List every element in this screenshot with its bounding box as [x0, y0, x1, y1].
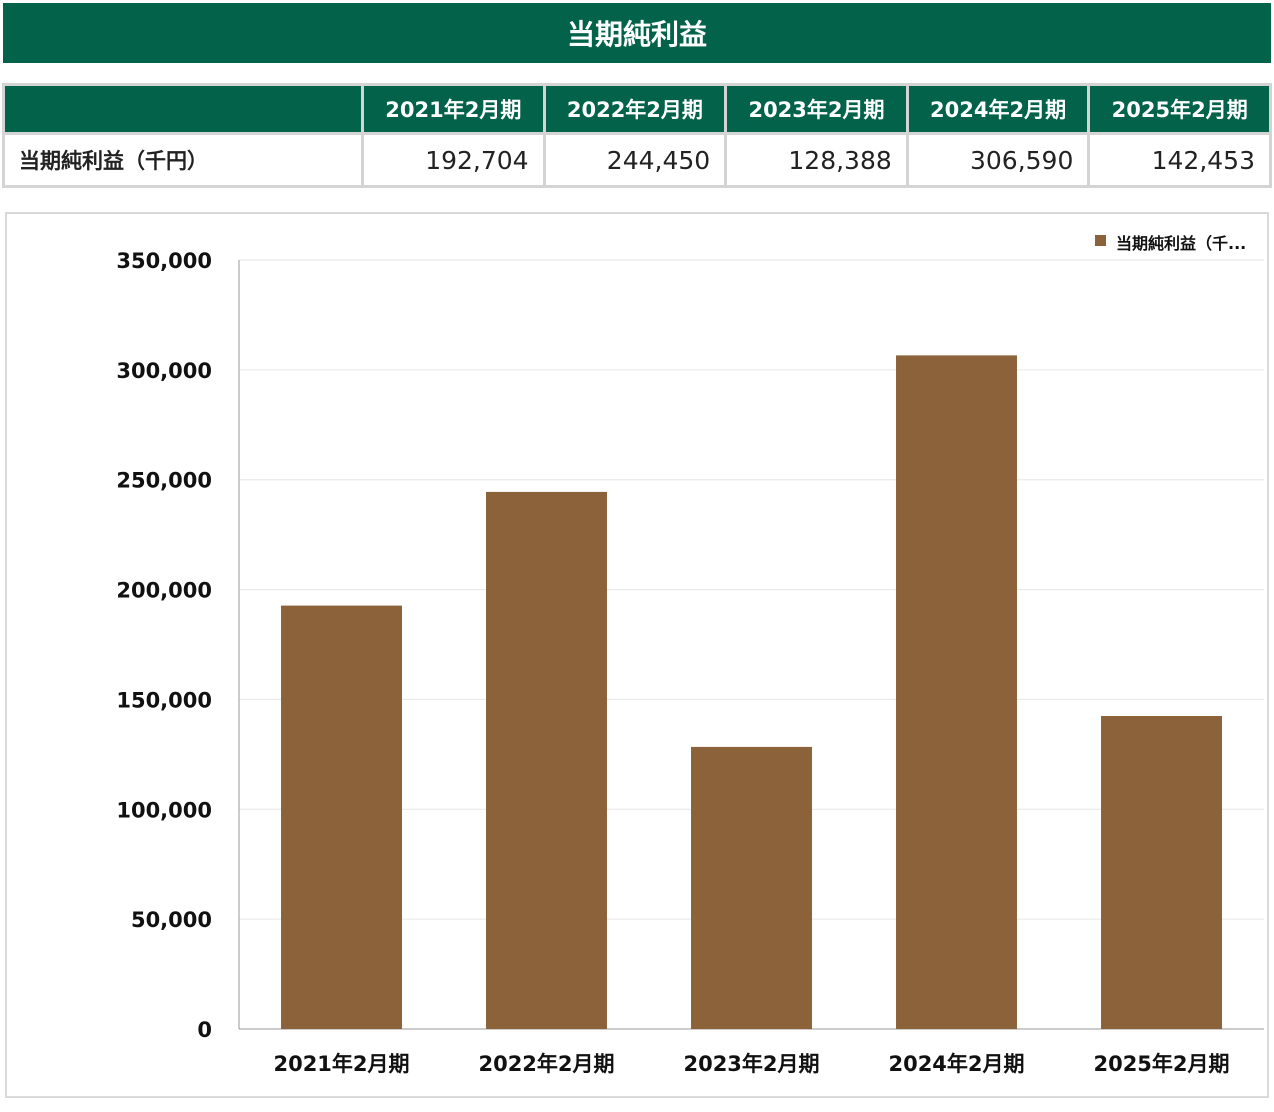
x-tick-label: 2022年2月期 — [478, 1052, 614, 1076]
table-header-blank — [4, 85, 363, 134]
table-row: 当期純利益（千円） 192,704 244,450 128,388 306,59… — [4, 134, 1271, 187]
table-header-2023: 2023年2月期 — [726, 85, 908, 134]
y-tick-label: 150,000 — [116, 688, 212, 712]
data-table: 2021年2月期 2022年2月期 2023年2月期 2024年2月期 2025… — [2, 83, 1272, 188]
table-header-2025: 2025年2月期 — [1089, 85, 1271, 134]
bar — [896, 355, 1017, 1029]
table-header-2022: 2022年2月期 — [544, 85, 726, 134]
bar — [281, 606, 402, 1029]
y-tick-label: 100,000 — [116, 798, 212, 822]
table-cell-2021: 192,704 — [363, 134, 545, 187]
table-header-row: 2021年2月期 2022年2月期 2023年2月期 2024年2月期 2025… — [4, 85, 1271, 134]
y-tick-label: 350,000 — [116, 249, 212, 273]
x-tick-label: 2023年2月期 — [683, 1052, 819, 1076]
table-cell-2025: 142,453 — [1089, 134, 1271, 187]
x-tick-label: 2021年2月期 — [273, 1052, 409, 1076]
y-tick-label: 50,000 — [131, 908, 212, 932]
row-label: 当期純利益（千円） — [4, 134, 363, 187]
y-tick-label: 0 — [197, 1018, 212, 1042]
bar-chart: 0 50,000 100,000 150,000 200,000 250,000 300,0… — [7, 214, 1267, 1096]
y-tick-label: 200,000 — [116, 579, 212, 603]
bar — [691, 747, 812, 1029]
y-tick-label: 250,000 — [116, 469, 212, 493]
chart-container: 0 50,000 100,000 150,000 200,000 250,000 300,0… — [5, 212, 1269, 1098]
x-tick-label: 2025年2月期 — [1093, 1052, 1229, 1076]
x-tick-label: 2024年2月期 — [888, 1052, 1024, 1076]
table-header-2024: 2024年2月期 — [907, 85, 1089, 134]
page-title: 当期純利益 — [3, 3, 1271, 63]
bar — [1101, 716, 1222, 1029]
bar — [486, 492, 607, 1029]
table-cell-2023: 128,388 — [726, 134, 908, 187]
y-tick-label: 300,000 — [116, 359, 212, 383]
table-cell-2024: 306,590 — [907, 134, 1089, 187]
legend-label: 当期純利益（千... — [1116, 234, 1246, 253]
table-header-2021: 2021年2月期 — [363, 85, 545, 134]
legend-swatch — [1095, 235, 1106, 246]
table-cell-2022: 244,450 — [544, 134, 726, 187]
